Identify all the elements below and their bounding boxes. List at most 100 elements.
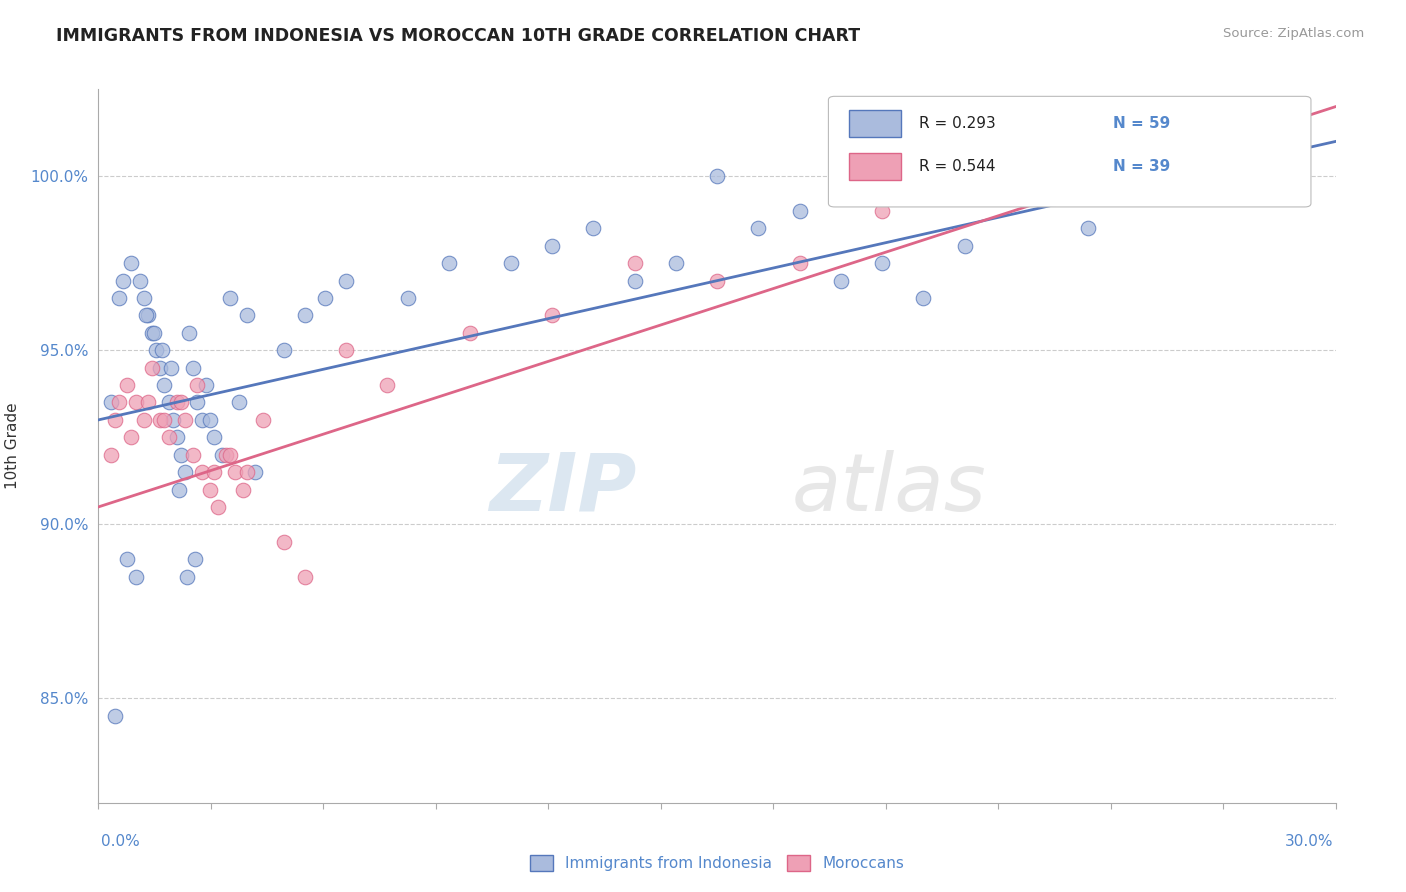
Point [219, 448, 242, 462]
Point [335, 274, 357, 288]
Point [273, 343, 295, 358]
Point [149, 413, 172, 427]
Point [174, 465, 197, 479]
Point [623, 274, 645, 288]
Point [202, 430, 225, 444]
Point [124, 395, 146, 409]
Point [582, 221, 605, 235]
FancyBboxPatch shape [828, 96, 1310, 207]
Point [396, 291, 419, 305]
Point [136, 309, 159, 323]
Point [789, 256, 811, 270]
Point [499, 256, 522, 270]
Text: 30.0%: 30.0% [1285, 834, 1333, 849]
Point [243, 465, 266, 479]
Point [141, 360, 163, 375]
Point [228, 395, 250, 409]
Point [186, 395, 208, 409]
Point [128, 274, 150, 288]
Point [190, 413, 212, 427]
Point [170, 448, 193, 462]
Point [294, 569, 316, 583]
Point [176, 569, 198, 583]
Point [458, 326, 481, 340]
Point [953, 186, 976, 201]
Point [224, 465, 246, 479]
Point [912, 291, 935, 305]
Point [132, 291, 155, 305]
Text: IMMIGRANTS FROM INDONESIA VS MOROCCAN 10TH GRADE CORRELATION CHART: IMMIGRANTS FROM INDONESIA VS MOROCCAN 10… [56, 27, 860, 45]
Text: atlas: atlas [792, 450, 986, 528]
Point [198, 413, 221, 427]
Point [273, 534, 295, 549]
Point [150, 343, 173, 358]
Point [157, 430, 180, 444]
Point [236, 309, 259, 323]
Point [112, 274, 135, 288]
Point [202, 465, 225, 479]
Point [870, 256, 893, 270]
Point [132, 413, 155, 427]
Point [124, 569, 146, 583]
Point [789, 204, 811, 219]
Point [104, 413, 127, 427]
Point [294, 309, 316, 323]
Point [190, 465, 212, 479]
Point [108, 395, 131, 409]
Text: N = 39: N = 39 [1114, 159, 1170, 174]
FancyBboxPatch shape [849, 153, 901, 180]
Point [143, 326, 166, 340]
Point [194, 378, 217, 392]
Point [181, 448, 204, 462]
Point [104, 708, 127, 723]
Text: R = 0.544: R = 0.544 [918, 159, 995, 174]
Point [162, 413, 184, 427]
Point [665, 256, 688, 270]
Point [953, 239, 976, 253]
Point [706, 169, 728, 184]
Point [1077, 221, 1099, 235]
Text: R = 0.293: R = 0.293 [918, 116, 995, 131]
Legend: Immigrants from Indonesia, Moroccans: Immigrants from Indonesia, Moroccans [523, 849, 911, 877]
Point [830, 274, 852, 288]
Point [170, 395, 193, 409]
Point [314, 291, 336, 305]
Text: N = 59: N = 59 [1114, 116, 1170, 131]
Point [198, 483, 221, 497]
Point [167, 483, 190, 497]
Point [706, 274, 728, 288]
Point [994, 152, 1017, 166]
Point [166, 430, 188, 444]
Point [100, 448, 122, 462]
Point [135, 309, 157, 323]
Point [541, 309, 564, 323]
Point [1118, 152, 1140, 166]
Point [179, 326, 201, 340]
Point [120, 430, 142, 444]
Point [184, 552, 207, 566]
Point [108, 291, 131, 305]
Point [157, 395, 180, 409]
Point [252, 413, 274, 427]
Text: Source: ZipAtlas.com: Source: ZipAtlas.com [1223, 27, 1364, 40]
Point [211, 448, 233, 462]
Point [207, 500, 229, 514]
Point [541, 239, 564, 253]
Point [145, 343, 167, 358]
Point [136, 395, 159, 409]
Point [153, 378, 176, 392]
Point [1160, 186, 1182, 201]
Text: ZIP: ZIP [489, 450, 637, 528]
Text: 0.0%: 0.0% [101, 834, 141, 849]
Y-axis label: 10th Grade: 10th Grade [4, 402, 20, 490]
Point [166, 395, 188, 409]
Point [375, 378, 398, 392]
Point [623, 256, 645, 270]
Point [219, 291, 242, 305]
Point [174, 413, 197, 427]
Point [437, 256, 460, 270]
Point [141, 326, 163, 340]
Point [181, 360, 204, 375]
Point [870, 204, 893, 219]
Point [149, 360, 172, 375]
